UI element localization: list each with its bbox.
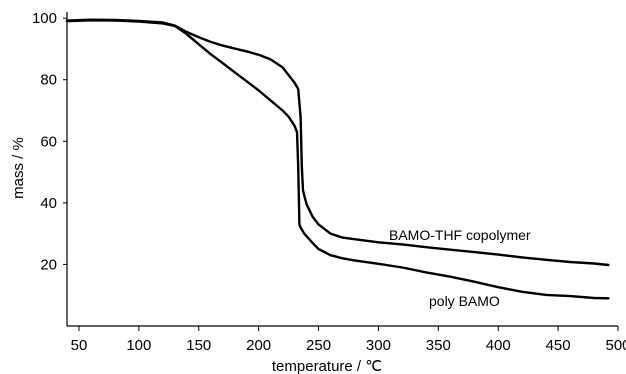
- annotation-poly-bamo: poly BAMO: [429, 293, 500, 309]
- x-tick-label: 450: [546, 337, 571, 354]
- x-tick-label: 300: [366, 337, 391, 354]
- y-tick-label: 60: [40, 133, 57, 150]
- x-tick-label: 100: [126, 337, 151, 354]
- series-line-1: [65, 19, 610, 300]
- x-axis-label: temperature / ℃: [272, 358, 382, 374]
- y-tick-label: 20: [40, 256, 57, 273]
- axes: 50 100 150 200 250 300 350 400 450 500 20 40 60 80 100: [32, 10, 626, 354]
- x-tick-label: 50: [71, 337, 88, 354]
- y-axis-label: mass / %: [10, 137, 27, 199]
- x-tick-label: 150: [186, 337, 211, 354]
- series-layer: [65, 18, 610, 300]
- x-tick-label: 500: [605, 337, 626, 354]
- x-tick-label: 350: [426, 337, 451, 354]
- x-tick-label: 400: [486, 337, 511, 354]
- y-tick-label: 80: [40, 72, 57, 89]
- y-tick-label: 40: [40, 195, 57, 212]
- x-tick-label: 250: [306, 337, 331, 354]
- annotation-bamo-thf: BAMO-THF copolymer: [389, 227, 531, 243]
- labels-layer: mass / % temperature / ℃ BAMO-THF copoly…: [10, 137, 531, 374]
- y-tick-label: 100: [32, 10, 57, 27]
- series-line-0: [65, 18, 610, 267]
- x-tick-label: 200: [246, 337, 271, 354]
